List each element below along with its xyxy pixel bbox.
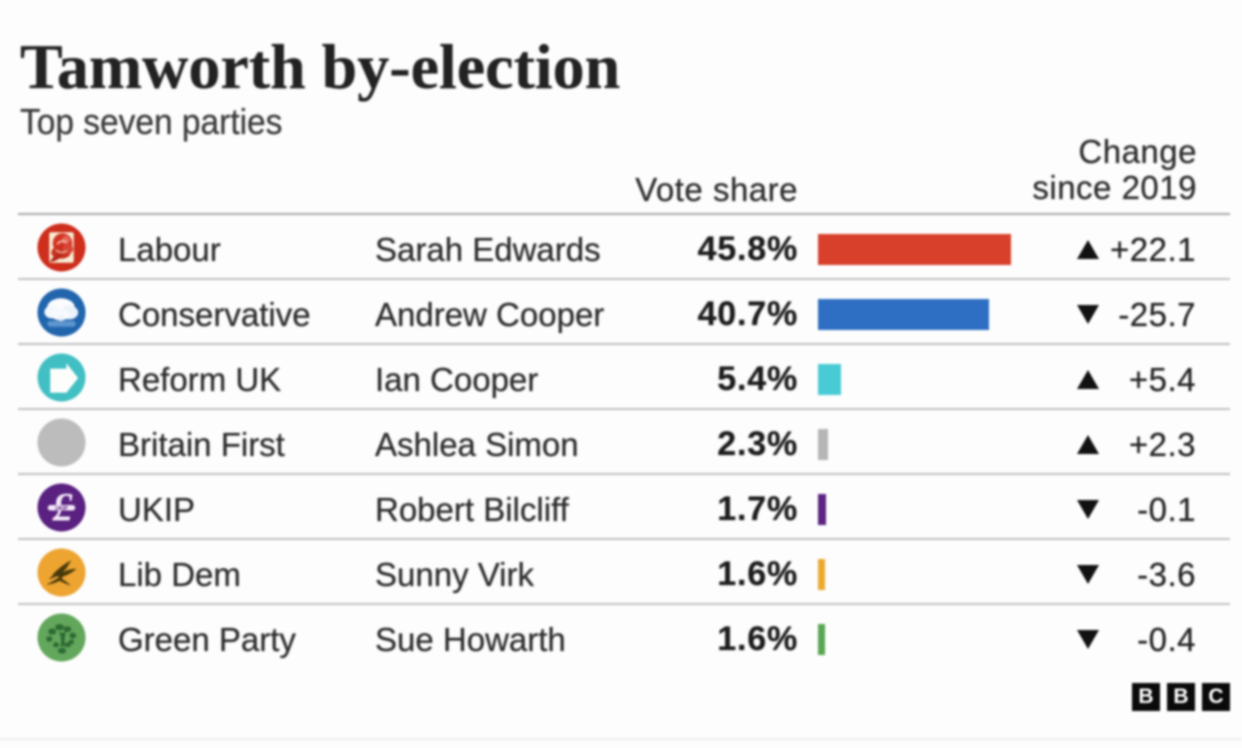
- svg-text:UKIP: UKIP: [55, 506, 68, 512]
